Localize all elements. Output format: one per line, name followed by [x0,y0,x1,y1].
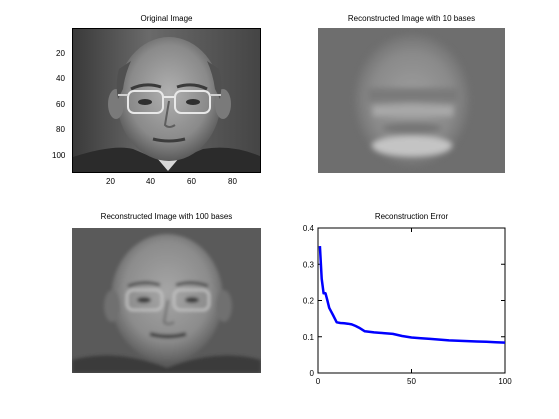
recon-10-face-image [318,28,505,173]
recon-10-frame [318,28,505,173]
recon-10-title: Reconstructed Image with 10 bases [347,14,476,23]
recon-100-face-image [72,228,261,373]
y-tick-label: 0.1 [303,333,315,342]
recon-100-title: Reconstructed Image with 100 bases [100,212,233,221]
x-tick-label: 0 [316,377,321,386]
x-tick-label: 100 [498,377,512,386]
y-tick-label: 0.4 [303,224,315,233]
recon-100-frame [72,228,261,373]
original-ytick-label: 80 [56,125,65,134]
error-series-line [318,246,506,344]
x-tick-label: 50 [407,377,416,386]
original-xtick-label: 20 [106,177,115,186]
original-ytick-label: 60 [56,100,65,109]
original-xtick-label: 40 [146,177,155,186]
original-xtick-label: 80 [228,177,237,186]
original-ytick-label: 100 [52,151,66,160]
plot-area [317,227,506,374]
original-image-frame [72,28,261,173]
y-tick-label: 0 [310,369,315,378]
original-ytick-label: 20 [56,49,65,58]
y-tick-label: 0.2 [303,297,315,306]
original-image-title: Original Image [140,14,193,23]
chart-title: Reconstruction Error [374,212,449,221]
y-tick-label: 0.3 [303,260,315,269]
original-ytick-label: 40 [56,74,65,83]
original-face-image [73,29,260,172]
original-xtick-label: 60 [187,177,196,186]
